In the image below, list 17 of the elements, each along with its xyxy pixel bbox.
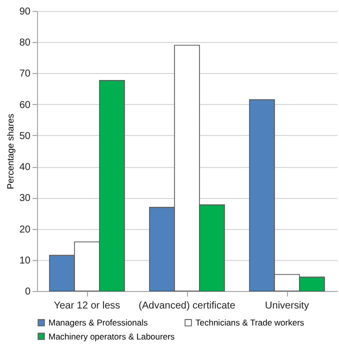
x-tick-label: (Advanced) certificate [138,300,236,312]
y-tick-label: 20 [19,224,31,236]
x-tick-label: University [265,300,309,312]
y-tick-label: 60 [19,100,31,111]
y-tick-label: 30 [19,193,31,204]
y-tick-label: 80 [19,38,31,49]
y-tick-label: 40 [19,162,31,174]
y-tick-label: 70 [19,68,31,80]
x-tick-label: Year 12 or less [54,300,120,312]
legend-label: Machinery operators & Labourers [48,331,175,342]
y-tick-label: 50 [19,130,31,142]
y-tick-label: 0 [24,286,31,298]
legend-label: Managers & Professionals [48,318,148,328]
y-axis-title: Percentage shares [5,113,16,190]
y-tick-label: 90 [19,6,31,18]
legend-label: Technicians & Trade workers [196,318,304,328]
y-tick-label: 10 [19,255,31,266]
